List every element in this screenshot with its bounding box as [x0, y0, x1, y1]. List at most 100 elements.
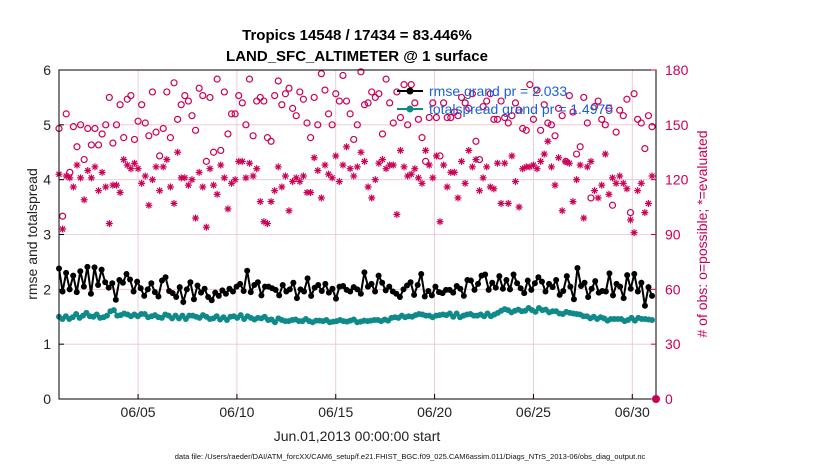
rmse-point [222, 290, 229, 297]
rmse-point [144, 286, 151, 293]
y-axis-label: rmse and totalspread [24, 168, 40, 300]
obs-evaluated-point [91, 163, 99, 171]
obs-possible-point [231, 110, 239, 118]
obs-possible-point [634, 115, 642, 123]
x-tick-label: 06/15 [318, 404, 353, 420]
x-tick-label: 06/25 [516, 404, 551, 420]
obs-possible-point [515, 106, 523, 114]
obs-possible-point [314, 121, 322, 129]
obs-evaluated-point [263, 220, 271, 228]
obs-evaluated-point [307, 188, 315, 196]
obs-possible-point [432, 113, 440, 122]
obs-possible-point [479, 102, 487, 111]
obs-possible-point [306, 134, 315, 142]
rmse-point [347, 288, 354, 295]
obs-possible-point [163, 88, 171, 96]
y-tick-label: 1 [43, 336, 51, 352]
spread-point [271, 319, 278, 326]
obs-possible-point [339, 71, 347, 80]
rmse-point [634, 288, 641, 295]
y-tick-label: 3 [43, 227, 51, 243]
rmse-point [386, 283, 393, 290]
obs-evaluated-point [332, 152, 340, 160]
obs-possible-point [465, 104, 473, 112]
obs-evaluated-point [547, 163, 555, 171]
obs-possible-point [94, 141, 103, 149]
rmse-point [641, 302, 648, 309]
obs-evaluated-point [321, 161, 329, 169]
obs-evaluated-point [612, 179, 620, 187]
obs-evaluated-point [375, 159, 383, 167]
obs-evaluated-point [569, 198, 577, 206]
obs-possible-point [213, 75, 221, 83]
obs-evaluated-point [648, 172, 656, 180]
rmse-point [340, 283, 347, 290]
obs-possible-point [184, 97, 192, 105]
rmse-point [585, 294, 592, 301]
obs-evaluated-point [601, 150, 609, 158]
obs-evaluated-point [634, 187, 642, 195]
obs-evaluated-point [461, 179, 469, 187]
obs-possible-point [202, 157, 210, 165]
obs-evaluated-point [591, 187, 599, 195]
obs-possible-point [486, 90, 494, 98]
rmse-point [475, 280, 482, 287]
y-tick-label-right: 0 [665, 391, 673, 407]
obs-evaluated-point [174, 148, 182, 156]
obs-possible-point [386, 99, 394, 107]
rmse-point [506, 286, 513, 293]
obs-possible-point [127, 91, 135, 100]
obs-possible-point [450, 108, 458, 116]
obs-evaluated-point [113, 181, 121, 189]
rmse-point [130, 288, 137, 295]
obs-possible-point [501, 113, 509, 122]
obs-possible-point [138, 101, 146, 109]
obs-possible-point [199, 91, 207, 100]
obs-evaluated-point [267, 198, 275, 206]
obs-evaluated-point [166, 183, 174, 191]
y-tick-label-right: 30 [665, 336, 681, 352]
obs-possible-point [278, 101, 286, 109]
obs-evaluated-point [206, 165, 214, 173]
obs-evaluated-point [59, 225, 67, 233]
obs-possible-point [112, 121, 121, 129]
obs-possible-point [353, 121, 361, 129]
rmse-point [322, 280, 329, 287]
rmse-point [77, 268, 84, 275]
obs-possible-point [285, 84, 293, 92]
obs-possible-point [454, 112, 462, 120]
rmse-point [102, 279, 109, 286]
rmse-point [553, 277, 560, 284]
rmse-point [357, 290, 364, 297]
rmse-point [396, 294, 403, 301]
rmse-point [588, 285, 595, 292]
rmse-point [407, 279, 414, 286]
obs-evaluated-point [493, 159, 501, 167]
rmse-point [112, 296, 119, 303]
obs-possible-point [429, 99, 437, 107]
obs-possible-point [558, 112, 566, 120]
obs-evaluated-point [317, 194, 325, 202]
obs-evaluated-point [249, 172, 257, 180]
rmse-point [471, 286, 478, 293]
rmse-point [538, 278, 545, 285]
rmse-point [198, 289, 205, 296]
obs-possible-point [289, 104, 297, 112]
obs-evaluated-point [598, 181, 606, 189]
obs-evaluated-point [66, 174, 74, 182]
obs-evaluated-point [562, 157, 570, 165]
rmse-point [80, 283, 87, 290]
rmse-point [592, 278, 599, 285]
obs-evaluated-point [202, 223, 210, 231]
obs-evaluated-point [238, 157, 246, 165]
rmse-point [645, 284, 652, 291]
rmse-point [485, 286, 492, 293]
rmse-point [460, 292, 467, 299]
spread-point [237, 312, 244, 319]
rmse-point [418, 270, 425, 277]
obs-evaluated-point [443, 183, 451, 191]
rmse-point [549, 284, 556, 291]
y-tick-label: 5 [43, 117, 51, 133]
legend-marker-spread [406, 105, 414, 113]
obs-possible-point [148, 88, 157, 96]
